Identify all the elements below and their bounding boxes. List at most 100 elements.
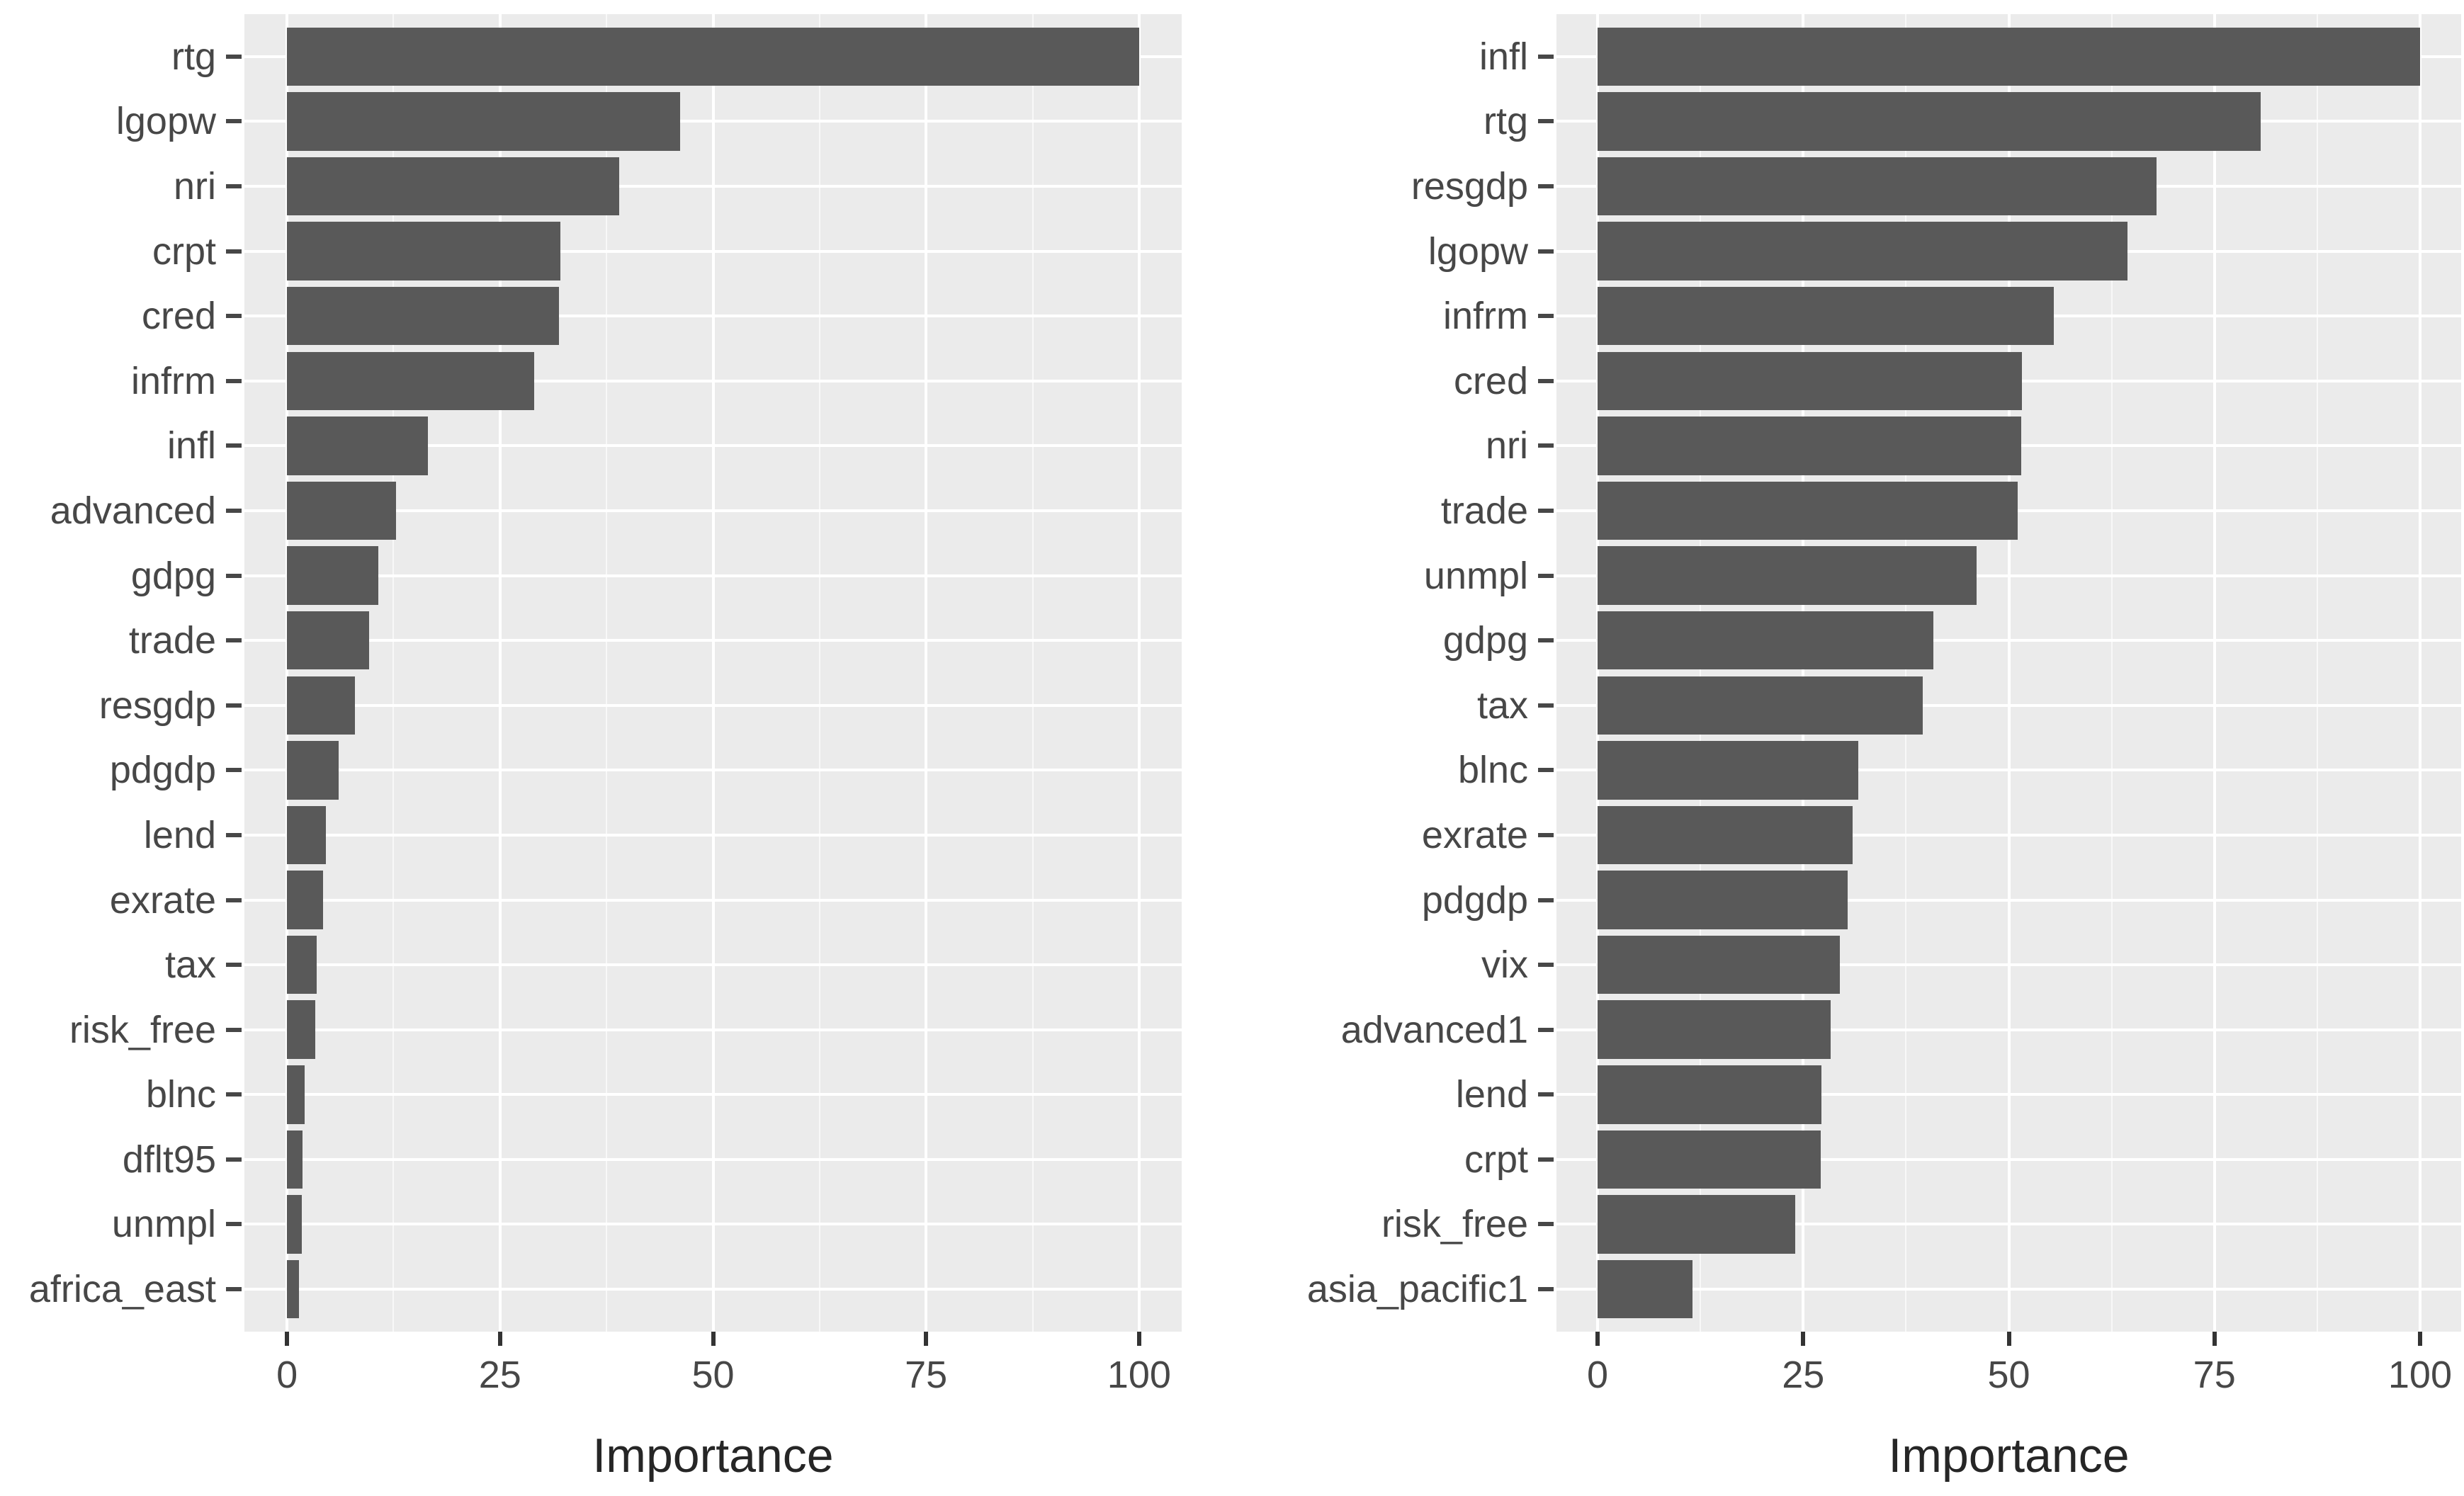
y-tick-mark	[1538, 832, 1554, 837]
importance-bar	[1598, 546, 1977, 605]
y-tick-mark	[1538, 963, 1554, 968]
x-tick-label: 75	[2193, 1354, 2236, 1396]
importance-bar	[1598, 1065, 1821, 1124]
y-axis-row: infl	[0, 414, 244, 479]
bar-row	[1556, 868, 2461, 933]
grid-minor-line	[1032, 14, 1034, 1332]
plot-panel-left-rows	[244, 14, 1182, 1332]
grid-minor-line	[1700, 14, 1702, 1332]
importance-bar	[287, 27, 1139, 86]
y-axis-row: advanced1	[1240, 997, 1556, 1062]
x-tick-mark	[285, 1332, 290, 1346]
grid-major-line	[286, 14, 289, 1332]
y-axis-label: asia_pacific1	[1306, 1268, 1528, 1311]
y-axis-label: lgopw	[1428, 230, 1528, 273]
y-axis-label: nri	[1485, 424, 1528, 468]
grid-minor-line	[2316, 14, 2318, 1332]
y-axis-row: pdgdp	[0, 738, 244, 803]
x-axis-title-right: Importance	[1888, 1429, 2130, 1483]
bar-row	[244, 932, 1182, 997]
y-tick-mark	[1538, 1157, 1554, 1162]
y-axis-label: vix	[1481, 944, 1528, 987]
y-axis-row: asia_pacific1	[1240, 1257, 1556, 1322]
bar-row	[1556, 608, 2461, 673]
y-axis-label: dflt95	[122, 1138, 216, 1181]
y-axis-label: resgdp	[1411, 164, 1528, 208]
bar-row	[1556, 24, 2461, 89]
importance-chart-left: rtg lgopw nri crpt cred infrm infl advanced gdpg…	[0, 14, 1182, 1496]
bar-row	[244, 478, 1182, 543]
y-axis-label: advanced1	[1340, 1008, 1528, 1051]
importance-bar	[1598, 935, 1841, 994]
y-axis-label: exrate	[1421, 813, 1528, 856]
y-tick-mark	[1538, 314, 1554, 319]
y-axis-row: gdpg	[0, 543, 244, 608]
y-axis-row: lend	[0, 803, 244, 868]
bar-row	[1556, 283, 2461, 348]
x-tick-mark	[2006, 1332, 2011, 1346]
importance-bar	[287, 741, 339, 800]
y-tick-mark	[226, 314, 242, 319]
y-tick-mark	[226, 508, 242, 513]
y-axis-row: blnc	[0, 1062, 244, 1128]
bar-row	[1556, 738, 2461, 803]
grid-major-line	[711, 14, 715, 1332]
bar-row	[1556, 1257, 2461, 1322]
bar-row	[1556, 543, 2461, 608]
y-tick-mark	[1538, 1092, 1554, 1097]
importance-bar	[1598, 27, 2420, 86]
y-axis-label: exrate	[109, 878, 216, 922]
y-tick-mark	[226, 1092, 242, 1097]
bar-row	[1556, 414, 2461, 479]
y-tick-mark	[226, 54, 242, 59]
importance-bar	[1598, 481, 2018, 540]
bar-row	[1556, 803, 2461, 868]
grid-major-line	[925, 14, 928, 1332]
x-axis-right: 0 25 50 75 100	[1556, 1332, 2461, 1424]
y-axis-row: cred	[1240, 348, 1556, 414]
y-tick-mark	[1538, 443, 1554, 448]
y-tick-mark	[226, 1287, 242, 1292]
y-axis-row: africa_east	[0, 1257, 244, 1322]
y-axis-label: risk_free	[69, 1008, 216, 1051]
bar-row	[244, 1257, 1182, 1322]
importance-chart-right: infl rtg resgdp lgopw infrm cred nri trade unmpl…	[1240, 14, 2461, 1496]
y-tick-mark	[226, 963, 242, 968]
y-axis-row: tax	[1240, 673, 1556, 738]
y-tick-mark	[1538, 638, 1554, 643]
bar-row	[1556, 997, 2461, 1062]
grid-major-line	[1137, 14, 1141, 1332]
bar-row	[244, 154, 1182, 219]
bar-row	[244, 414, 1182, 479]
importance-bar	[1598, 1130, 1821, 1189]
y-tick-mark	[226, 443, 242, 448]
x-tick-label: 100	[1107, 1354, 1171, 1396]
x-tick-mark	[2417, 1332, 2422, 1346]
y-axis-label: lgopw	[115, 100, 216, 143]
importance-bar	[1598, 157, 2157, 216]
bar-row	[1556, 154, 2461, 219]
x-tick-label: 100	[2387, 1354, 2453, 1396]
importance-bar	[1598, 286, 2055, 346]
y-axis-row: exrate	[1240, 803, 1556, 868]
bar-row	[1556, 673, 2461, 738]
bar-row	[244, 24, 1182, 89]
bar-row	[244, 348, 1182, 414]
y-tick-mark	[1538, 119, 1554, 124]
y-tick-mark	[1538, 1222, 1554, 1227]
importance-bar	[1598, 1000, 1831, 1059]
importance-bar	[1598, 805, 1853, 865]
y-axis-row: blnc	[1240, 738, 1556, 803]
x-tick-label: 25	[478, 1354, 521, 1396]
importance-bar	[287, 92, 680, 151]
importance-bar	[1598, 871, 1848, 929]
importance-bar	[1598, 1195, 1795, 1254]
plot-panel-right-rows	[1556, 14, 2461, 1332]
y-tick-mark	[226, 249, 242, 254]
y-axis-left-rows: rtg lgopw nri crpt cred infrm infl advanced gdpg…	[0, 14, 244, 1332]
grid-major-line	[2007, 14, 2011, 1332]
y-axis-row: risk_free	[1240, 1192, 1556, 1257]
y-axis-label: trade	[128, 619, 216, 662]
importance-bar	[1598, 676, 1923, 735]
x-tick-mark	[497, 1332, 502, 1346]
